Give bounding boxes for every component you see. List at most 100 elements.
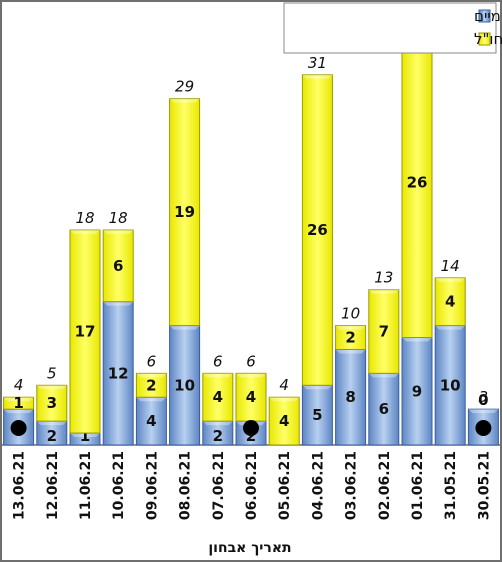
segment-label: 1	[13, 394, 23, 412]
bar-bevel	[302, 385, 333, 390]
bar-bevel	[169, 98, 200, 103]
total-label: 3	[479, 388, 489, 406]
total-label: 4	[14, 376, 24, 394]
bar-bevel	[236, 373, 266, 378]
tick-label: 09.06.21	[144, 451, 160, 520]
total-label: 4	[279, 376, 289, 394]
legend-swatch-local	[478, 9, 491, 23]
bar-segment	[69, 229, 101, 434]
segment-label: 4	[246, 388, 256, 406]
bar-segment	[135, 396, 167, 446]
legend-swatch-abroad	[478, 32, 491, 46]
segment-label: 19	[174, 203, 195, 221]
bar-bevel	[103, 301, 134, 306]
tick-label: 02.06.21	[377, 451, 393, 520]
segment-label: 4	[279, 412, 289, 430]
segment-label: 26	[307, 221, 328, 239]
bar-segment	[368, 289, 400, 374]
bar-segment	[36, 384, 68, 422]
legend-label-local: מאומתים מקומיים	[474, 7, 502, 25]
segment-label: 1	[80, 427, 90, 445]
tick-label: 06.06.21	[244, 451, 260, 520]
total-label: 6	[246, 352, 256, 370]
segment-label: 12	[108, 364, 129, 382]
bar-segment	[102, 229, 134, 303]
bar-bevel	[335, 349, 366, 354]
bars-layer: 3031041492635671382105263104424624610192…	[3, 6, 499, 446]
tick-label: 03.06.21	[344, 451, 360, 520]
bar-bevel	[3, 397, 34, 402]
total-label: 31	[308, 54, 327, 72]
bar-segment	[335, 348, 367, 446]
marker-dot	[10, 420, 27, 436]
total-label: 6	[213, 352, 223, 370]
bar-segment	[401, 26, 433, 339]
bar-bevel	[169, 325, 200, 330]
total-label: 18	[109, 209, 128, 227]
bar-bevel	[70, 230, 100, 235]
bar-segment	[135, 372, 167, 398]
total-label: 29	[175, 78, 194, 96]
total-label: 14	[441, 257, 460, 275]
tick-label: 04.06.21	[310, 451, 326, 520]
tick-label: 31.05.21	[443, 451, 459, 520]
total-label: 13	[374, 269, 393, 287]
segment-label: 4	[445, 293, 455, 311]
bar-bevel	[435, 277, 466, 282]
legend-label-abroad: מאומתים שנכנסו מחו"ל	[474, 30, 502, 48]
tick-label: 01.06.21	[410, 451, 426, 520]
bar-bevel	[36, 421, 67, 426]
bar-segment	[434, 277, 466, 327]
segment-label: 2	[146, 376, 156, 394]
bar-bevel	[335, 325, 366, 330]
bar-bevel	[136, 397, 167, 402]
total-label: 5	[47, 364, 57, 382]
bar-bevel	[368, 289, 399, 294]
bar-segment	[202, 372, 234, 422]
bar-bevel	[468, 409, 499, 414]
bar-segment	[368, 372, 400, 446]
tick-label: 07.06.21	[211, 451, 227, 520]
bar-segment	[169, 98, 201, 327]
bar-segment	[335, 325, 367, 350]
x-axis-title: תאריך אבחון	[208, 540, 291, 556]
tick-label: 12.06.21	[45, 451, 61, 520]
bar-bevel	[202, 373, 233, 378]
segment-label: 4	[213, 388, 223, 406]
bar-bevel	[202, 421, 233, 426]
bar-segment	[3, 396, 35, 410]
legend: מאומתים מקומיים מאומתים שנכנסו מחו"ל	[283, 2, 502, 54]
segment-label: 26	[407, 173, 428, 191]
marker-dot	[243, 420, 259, 436]
segment-label: 10	[174, 376, 195, 394]
total-label: 18	[75, 209, 94, 227]
segment-label: 0	[478, 391, 488, 409]
bar-bevel	[70, 433, 100, 438]
bar-bevel	[269, 397, 300, 402]
segment-label: 2	[47, 427, 57, 445]
bar-bevel	[302, 74, 333, 79]
total-label: 10	[341, 305, 360, 323]
bar-segment	[301, 74, 333, 386]
segment-label: 10	[440, 376, 461, 394]
segment-label: 2	[213, 427, 223, 445]
legend-box	[283, 2, 497, 54]
tick-label: 08.06.21	[178, 451, 194, 520]
bar-segment	[169, 325, 201, 446]
segment-label: 3	[47, 394, 57, 412]
segment-label: 17	[75, 323, 96, 341]
bar-bevel	[136, 373, 167, 378]
bar-bevel	[3, 409, 34, 414]
total-label: 6	[147, 352, 157, 370]
bar-segment	[434, 325, 466, 446]
tick-labels-layer: 30.05.21 31.05.21 01.06.21 02.06.21 03.06.21…	[12, 451, 493, 520]
tick-label: 11.06.21	[78, 451, 94, 520]
segment-label: 4	[146, 412, 156, 430]
bar-bevel	[36, 385, 67, 390]
segment-label: 6	[113, 257, 123, 275]
tick-label: 10.06.21	[111, 451, 127, 520]
bar-segment	[268, 396, 300, 446]
tick-label: 30.05.21	[476, 451, 492, 520]
